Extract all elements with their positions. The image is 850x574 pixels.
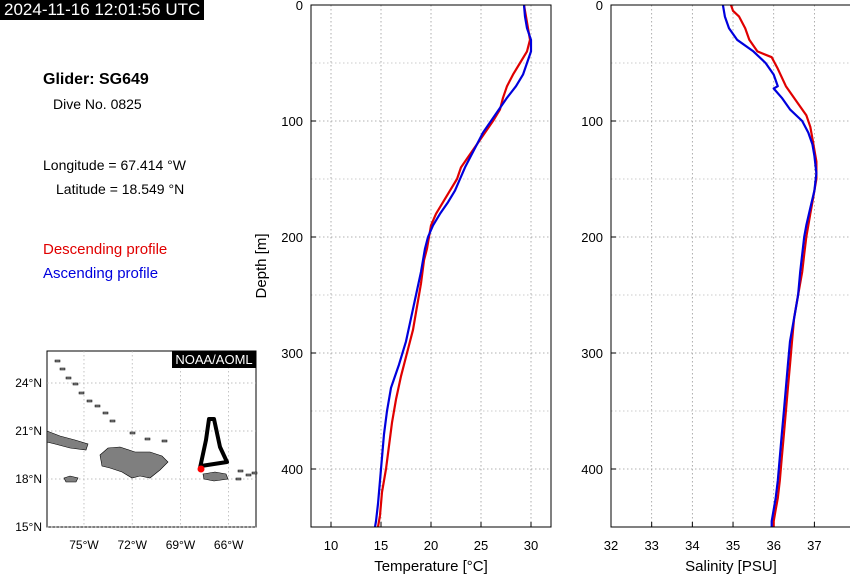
temp-x-axis-label: Temperature [°C] [374, 558, 488, 574]
temp-x-tick-label: 25 [474, 538, 488, 553]
map-credit-label: NOAA/AOML [175, 352, 252, 367]
map-island [144, 437, 151, 441]
map-lon-tick-label: 66°W [214, 538, 244, 552]
sal-plot-frame [610, 4, 850, 528]
map-island [245, 473, 252, 477]
location-map-frame [46, 350, 257, 528]
dive-number: Dive No. 0825 [53, 96, 142, 112]
map-island [251, 471, 258, 475]
temp-y-axis-label: Depth [m] [253, 233, 270, 298]
sal-x-tick-label: 34 [685, 538, 699, 553]
sal-x-tick-label: 35 [726, 538, 740, 553]
latitude-readout: Latitude = 18.549 °N [56, 181, 185, 197]
map-credit-background [172, 351, 256, 368]
map-lat-tick-label: 21°N [15, 424, 42, 438]
glider-position-marker [197, 465, 205, 473]
temp-x-tick-label: 15 [374, 538, 388, 553]
map-island [161, 439, 168, 443]
map-island [94, 404, 101, 408]
map-land-puerto-rico [202, 471, 229, 482]
sal-x-tick-label: 33 [644, 538, 658, 553]
temp-y-tick-label: 100 [281, 114, 303, 129]
legend-descending: Descending profile [43, 241, 168, 258]
sal-y-tick-label: 300 [581, 346, 603, 361]
temp-y-tick-label: 400 [281, 462, 303, 477]
sal-ascending-line [721, 4, 818, 527]
map-land-hispaniola [99, 446, 169, 479]
longitude-readout: Longitude = 67.414 °W [43, 157, 186, 173]
temp-y-tick-label: 0 [296, 0, 303, 13]
glider-track [198, 417, 229, 469]
map-island [86, 399, 93, 403]
map-island [72, 382, 79, 386]
temp-x-tick-label: 20 [424, 538, 438, 553]
legend-ascending: Ascending profile [43, 265, 159, 282]
glider-title: Glider: SG649 [43, 71, 149, 88]
sal-x-tick-label: 32 [604, 538, 618, 553]
sal-x-tick-label: 36 [766, 538, 780, 553]
sal-y-tick-label: 0 [596, 0, 603, 13]
map-land-jamaica [63, 475, 79, 483]
temp-descending-line [376, 4, 532, 528]
map-island [59, 367, 66, 371]
sal-x-tick-label: 37 [807, 538, 821, 553]
map-land-cuba [46, 430, 89, 451]
temp-y-tick-label: 300 [281, 346, 303, 361]
map-island [109, 419, 116, 423]
map-island [102, 411, 109, 415]
timestamp-label: 2024-11-16 12:01:56 UTC [0, 0, 205, 20]
sal-x-axis-label: Salinity [PSU] [685, 558, 777, 574]
sal-y-tick-label: 400 [581, 462, 603, 477]
map-island [54, 359, 61, 363]
temp-ascending-line [373, 4, 533, 528]
map-island [129, 431, 136, 435]
map-lon-tick-label: 72°W [117, 538, 147, 552]
map-lat-tick-label: 24°N [15, 376, 42, 390]
map-lat-tick-label: 18°N [15, 472, 42, 486]
map-lon-tick-label: 69°W [166, 538, 196, 552]
sal-y-tick-label: 100 [581, 114, 603, 129]
map-lat-tick-label: 15°N [15, 520, 42, 534]
temp-x-tick-label: 30 [524, 538, 538, 553]
temp-plot-frame [310, 4, 552, 528]
sal-y-tick-label: 200 [581, 230, 603, 245]
map-island [78, 391, 85, 395]
temp-y-tick-label: 200 [281, 230, 303, 245]
map-island [235, 477, 242, 481]
map-island [65, 376, 72, 380]
map-island [237, 469, 244, 473]
temp-x-tick-label: 10 [324, 538, 338, 553]
map-lon-tick-label: 75°W [69, 538, 99, 552]
